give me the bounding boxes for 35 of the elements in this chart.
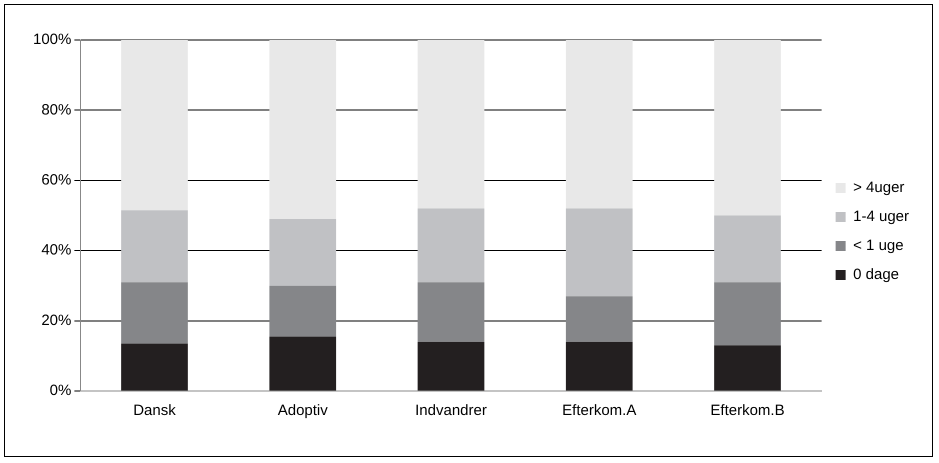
bar [714, 345, 781, 390]
bar [121, 282, 188, 344]
bar [269, 219, 336, 286]
bar [566, 208, 633, 296]
bar [121, 344, 188, 390]
bar [418, 282, 484, 342]
bar [566, 342, 633, 390]
y-tick-label: 80% [41, 101, 72, 118]
x-tick-label: Efterkom.B [710, 402, 785, 420]
bar [566, 40, 633, 208]
y-tick-label: 100% [32, 31, 72, 48]
bar [121, 210, 188, 282]
legend-label: 0 dage [853, 266, 900, 284]
bar [121, 40, 188, 210]
x-tick-label: Indvandrer [415, 402, 487, 420]
x-tick-label: Adoptiv [278, 402, 328, 420]
legend-label: < 1 uge [853, 237, 904, 254]
bar [418, 208, 484, 282]
bar [269, 336, 336, 390]
x-tick-label: Efterkom.A [562, 402, 636, 420]
y-tick-label: 60% [41, 172, 72, 189]
legend-label: > 4uger [853, 179, 904, 196]
bar [714, 40, 781, 216]
legend-label: 1-4 uger [853, 208, 910, 226]
y-tick-label: 0% [50, 382, 72, 400]
bar [269, 40, 336, 220]
bar [418, 40, 484, 208]
bar [714, 216, 781, 282]
bar [714, 282, 781, 346]
bar [566, 296, 633, 342]
x-tick-label: Dansk [133, 402, 176, 420]
bar [269, 286, 336, 337]
y-tick-label: 20% [41, 312, 72, 329]
bar [418, 342, 484, 390]
y-tick-label: 40% [41, 242, 72, 259]
